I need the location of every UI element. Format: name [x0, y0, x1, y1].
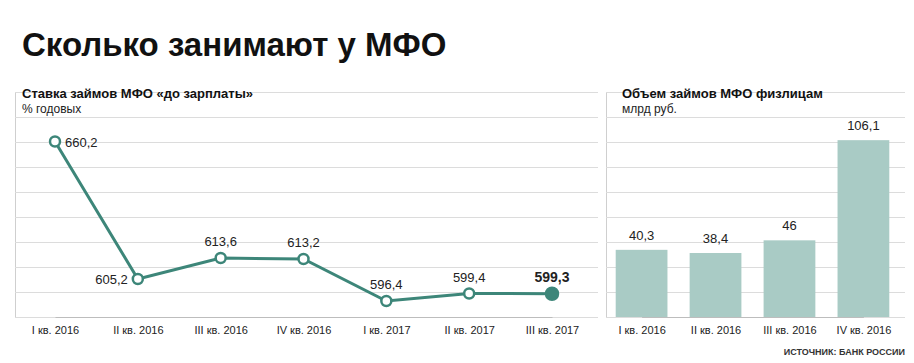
data-label: 605,2: [95, 272, 128, 287]
grid-tick: [15, 142, 598, 143]
x-tick-label: I кв. 2017: [363, 324, 410, 336]
x-tick: III кв. 2017: [526, 317, 579, 336]
data-line: [55, 142, 552, 302]
data-label: 38,4: [703, 231, 728, 246]
x-tick: I кв. 2016: [32, 317, 79, 336]
x-tick: III кв. 2016: [763, 317, 816, 336]
x-tick-label: I кв. 2016: [32, 324, 79, 336]
x-axis-line: [642, 317, 864, 318]
grid-line: [15, 167, 598, 168]
data-label: 46: [782, 218, 796, 233]
x-tick-label: II кв. 2017: [444, 324, 494, 336]
plot-area: [616, 140, 890, 317]
x-tick-label: III кв. 2016: [763, 324, 816, 336]
x-axis-line: [56, 317, 553, 318]
chart-subtitle: % годовых: [22, 102, 81, 116]
bar: [616, 250, 668, 317]
x-tick: I кв. 2016: [618, 317, 665, 336]
bar: [838, 140, 890, 317]
data-point: [50, 137, 60, 147]
chart-figure: Сколько занимают у МФО ИСТОЧНИК: БАНК РОС…: [0, 0, 914, 363]
data-label: 599,4: [453, 270, 486, 285]
y-axis-line: [16, 93, 599, 318]
x-tick-label: IV кв. 2016: [837, 324, 892, 336]
x-tick-label: II кв. 2016: [691, 324, 741, 336]
chart-title: Ставка займов МФО «до зарплаты»: [22, 86, 253, 101]
x-tick-label: III кв. 2017: [526, 324, 579, 336]
x-tick: IV кв. 2016: [277, 317, 332, 336]
data-point: [299, 254, 309, 264]
x-axis: I кв. 2016 II кв. 2016 III кв. 2016 IV кв. …: [32, 317, 579, 336]
plot-area: [50, 137, 558, 307]
x-tick-label: I кв. 2016: [618, 324, 665, 336]
bar: [690, 253, 742, 317]
source-note: ИСТОЧНИК: БАНК РОССИИ: [784, 347, 905, 357]
grid-line: [15, 142, 598, 143]
grid-tick: [15, 167, 598, 168]
x-tick: IV кв. 2016: [837, 317, 892, 336]
figure-title: Сколько занимают у МФО: [22, 26, 446, 63]
data-point: [464, 289, 474, 299]
grid-line: [15, 267, 598, 268]
chart-subtitle: млрд руб.: [622, 102, 677, 116]
grid-line: [15, 192, 598, 193]
grid-tick: [15, 267, 598, 268]
data-label: 106,1: [847, 118, 880, 133]
data-point: [381, 296, 391, 306]
x-tick: I кв. 2017: [363, 317, 410, 336]
y-grid: [15, 93, 598, 318]
data-point: [133, 274, 143, 284]
data-label: 660,2: [65, 135, 98, 150]
grid-tick: [15, 317, 598, 318]
data-label: 613,6: [204, 234, 237, 249]
x-tick: II кв. 2017: [444, 317, 494, 336]
grid-line: [606, 317, 905, 318]
x-axis: I кв. 2016 II кв. 2016 III кв. 2016 IV кв. …: [618, 317, 891, 336]
x-tick-label: II кв. 2016: [113, 324, 163, 336]
data-label: 596,4: [370, 277, 403, 292]
data-label: 599,3: [534, 269, 569, 285]
x-tick: II кв. 2016: [113, 317, 163, 336]
x-tick-label: III кв. 2016: [194, 324, 247, 336]
grid-tick: [15, 117, 598, 118]
grid-line: [15, 117, 598, 118]
data-label: 40,3: [629, 228, 654, 243]
y-grid: [606, 93, 905, 318]
grid-line: [15, 317, 598, 318]
y-axis-line: [607, 93, 906, 318]
x-tick: II кв. 2016: [691, 317, 741, 336]
grid-tick: [606, 317, 905, 318]
bar: [764, 240, 816, 317]
data-point: [216, 253, 226, 263]
grid-tick: [15, 192, 598, 193]
x-tick-label: IV кв. 2016: [277, 324, 332, 336]
data-point: [546, 288, 558, 300]
x-tick: III кв. 2016: [194, 317, 247, 336]
chart-title: Объем займов МФО физлицам: [622, 86, 823, 101]
data-label: 613,2: [287, 235, 320, 250]
